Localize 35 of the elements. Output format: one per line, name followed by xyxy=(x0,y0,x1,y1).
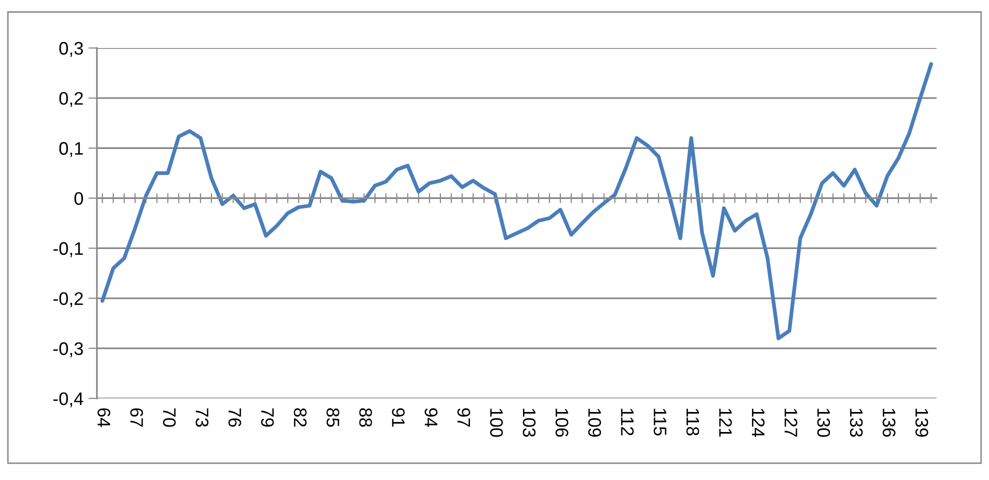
x-tick-label: 88 xyxy=(359,408,372,427)
y-tick-label: -0,1 xyxy=(53,242,83,258)
x-tick-label: 64 xyxy=(98,408,110,427)
y-tick-label: 0 xyxy=(74,192,84,205)
y-tick-label: 0,1 xyxy=(59,142,83,157)
x-tick-label: 109 xyxy=(588,408,602,437)
y-tick-label: -0,3 xyxy=(53,342,83,358)
y-tick-label: -0,4 xyxy=(53,392,84,408)
x-tick-label: 106 xyxy=(556,408,568,437)
x-tick-label: 139 xyxy=(915,408,928,437)
x-tick-label: 85 xyxy=(326,408,340,427)
x-tick-label: 76 xyxy=(228,408,242,427)
x-tick-label: 112 xyxy=(621,408,634,436)
x-tick-label: 136 xyxy=(882,408,896,437)
x-tick-label: 82 xyxy=(294,408,307,427)
x-tick-label: 91 xyxy=(392,408,405,427)
x-tick-label: 127 xyxy=(784,408,798,437)
line-series xyxy=(100,62,934,340)
x-tick-label: 67 xyxy=(130,408,144,427)
x-tick-label: 79 xyxy=(261,408,274,427)
y-tick-label: 0,3 xyxy=(59,42,83,57)
y-tick-label: 0,2 xyxy=(59,92,83,107)
x-tick-label: 118 xyxy=(686,408,700,436)
x-tick-label: 133 xyxy=(850,408,863,437)
x-tick-label: 97 xyxy=(457,408,470,427)
x-tick-label: 103 xyxy=(522,408,536,437)
x-tick-label: 121 xyxy=(719,408,732,437)
x-tick-label: 100 xyxy=(490,408,503,437)
x-tick-label: 130 xyxy=(817,408,830,437)
x-tick-label: 124 xyxy=(752,408,765,438)
y-tick-label: -0,2 xyxy=(53,292,83,308)
x-tick-label: 73 xyxy=(196,408,208,427)
x-tick-label: 70 xyxy=(162,408,176,427)
x-tick-label: 115 xyxy=(654,408,666,436)
x-tick-label: 94 xyxy=(424,408,438,427)
